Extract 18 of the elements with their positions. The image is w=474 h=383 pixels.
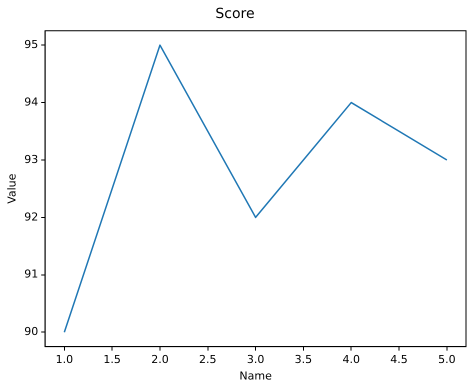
chart-title: Score [215, 6, 255, 22]
x-tick-label: 1.5 [103, 353, 121, 366]
y-tick-label: 90 [24, 325, 38, 338]
x-tick-label: 2.5 [199, 353, 217, 366]
y-tick-label: 92 [24, 210, 38, 224]
y-tick-label: 91 [24, 268, 38, 281]
y-tick-label: 94 [24, 95, 38, 108]
y-tick-label: 93 [24, 152, 38, 166]
x-axis-title: Name [239, 369, 272, 382]
x-tick-label: 1.0 [56, 353, 74, 366]
y-axis-title: Value [5, 173, 18, 204]
x-tick-label: 2.0 [151, 353, 169, 366]
x-tick-label: 4.0 [342, 353, 360, 366]
y-tick-label: 95 [24, 38, 38, 52]
x-tick-label: 3.5 [294, 353, 312, 366]
x-tick-label: 5.0 [438, 353, 456, 366]
x-tick-label: 3.0 [246, 353, 264, 366]
x-tick-label: 4.5 [390, 353, 408, 366]
